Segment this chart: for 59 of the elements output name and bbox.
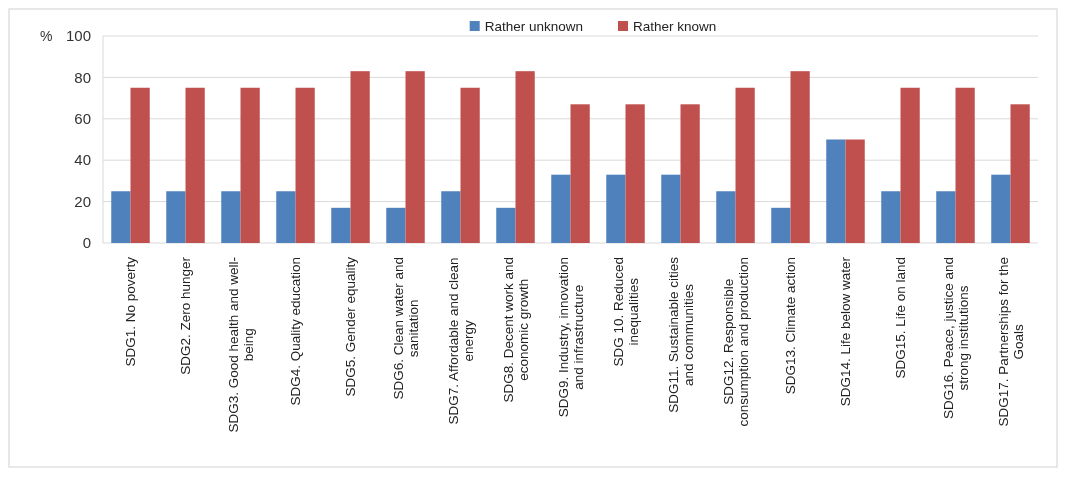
bar bbox=[790, 71, 810, 243]
bar bbox=[386, 207, 406, 243]
bar bbox=[515, 71, 535, 243]
x-tick-label: SDG15. Life on land bbox=[893, 256, 909, 379]
y-tick-label: 20 bbox=[74, 192, 91, 210]
bar bbox=[111, 191, 131, 243]
x-tick-label: SDG4. Quality education bbox=[288, 256, 304, 406]
x-tick-label: SDG17. Partnerships for the Goals bbox=[995, 256, 1026, 427]
x-tick-label: SDG14. Life below water bbox=[838, 256, 854, 407]
bar bbox=[331, 207, 351, 243]
bar bbox=[405, 71, 425, 243]
y-axis-title: % bbox=[40, 27, 53, 44]
bar bbox=[606, 174, 626, 243]
x-tick-label: SDG3. Good health and well-being bbox=[225, 256, 256, 433]
legend-label: Rather known bbox=[633, 18, 717, 34]
bar bbox=[716, 191, 736, 243]
x-tick-label: SDG1. No poverty bbox=[123, 256, 139, 367]
bar bbox=[991, 174, 1011, 243]
bar bbox=[441, 191, 461, 243]
bar bbox=[166, 191, 186, 243]
bar bbox=[661, 174, 681, 243]
bar bbox=[221, 191, 241, 243]
bar bbox=[240, 87, 260, 243]
bar bbox=[680, 104, 700, 243]
bar bbox=[570, 104, 590, 243]
y-tick-label: 60 bbox=[74, 110, 91, 128]
x-tick-label: SDG12. Responsible consumption and production bbox=[720, 256, 751, 427]
y-tick-label: 80 bbox=[74, 68, 91, 86]
x-tick-label: SDG9. Industry, innovation and infrastructure bbox=[555, 256, 586, 418]
bar bbox=[1010, 104, 1030, 243]
x-tick-label: SDG 10. Reduced inequalities bbox=[610, 257, 641, 367]
x-tick-label: SDG11. Sustainable cities and communities bbox=[665, 256, 696, 413]
bar bbox=[955, 87, 975, 243]
bar bbox=[496, 207, 516, 243]
x-tick-label: SDG5. Gender equality bbox=[343, 256, 359, 397]
x-tick-label: SDG7. Affordable and clean energy bbox=[445, 257, 476, 425]
x-tick-label: SDG13. Climate action bbox=[783, 257, 799, 395]
y-tick-label: 40 bbox=[74, 151, 91, 169]
bar bbox=[276, 191, 296, 243]
y-tick-label: 100 bbox=[65, 27, 91, 45]
y-tick-label: 0 bbox=[82, 234, 91, 252]
bar bbox=[900, 87, 920, 243]
bar bbox=[735, 87, 755, 243]
bar bbox=[185, 87, 205, 243]
bar bbox=[460, 87, 480, 243]
bar bbox=[625, 104, 645, 243]
bar bbox=[350, 71, 370, 243]
bar bbox=[295, 87, 315, 243]
bar bbox=[771, 207, 791, 243]
bar bbox=[130, 87, 150, 243]
bar bbox=[845, 139, 865, 243]
x-tick-label: SDG6. Clean water and sanitation bbox=[390, 257, 421, 400]
bar bbox=[826, 139, 846, 243]
bar bbox=[881, 191, 901, 243]
x-tick-label: SDG2. Zero hunger bbox=[178, 256, 194, 375]
x-tick-label: SDG16. Peace, justice and strong institutions bbox=[940, 257, 971, 420]
bar bbox=[936, 191, 956, 243]
bar bbox=[551, 174, 571, 243]
legend-label: Rather unknown bbox=[484, 18, 584, 34]
